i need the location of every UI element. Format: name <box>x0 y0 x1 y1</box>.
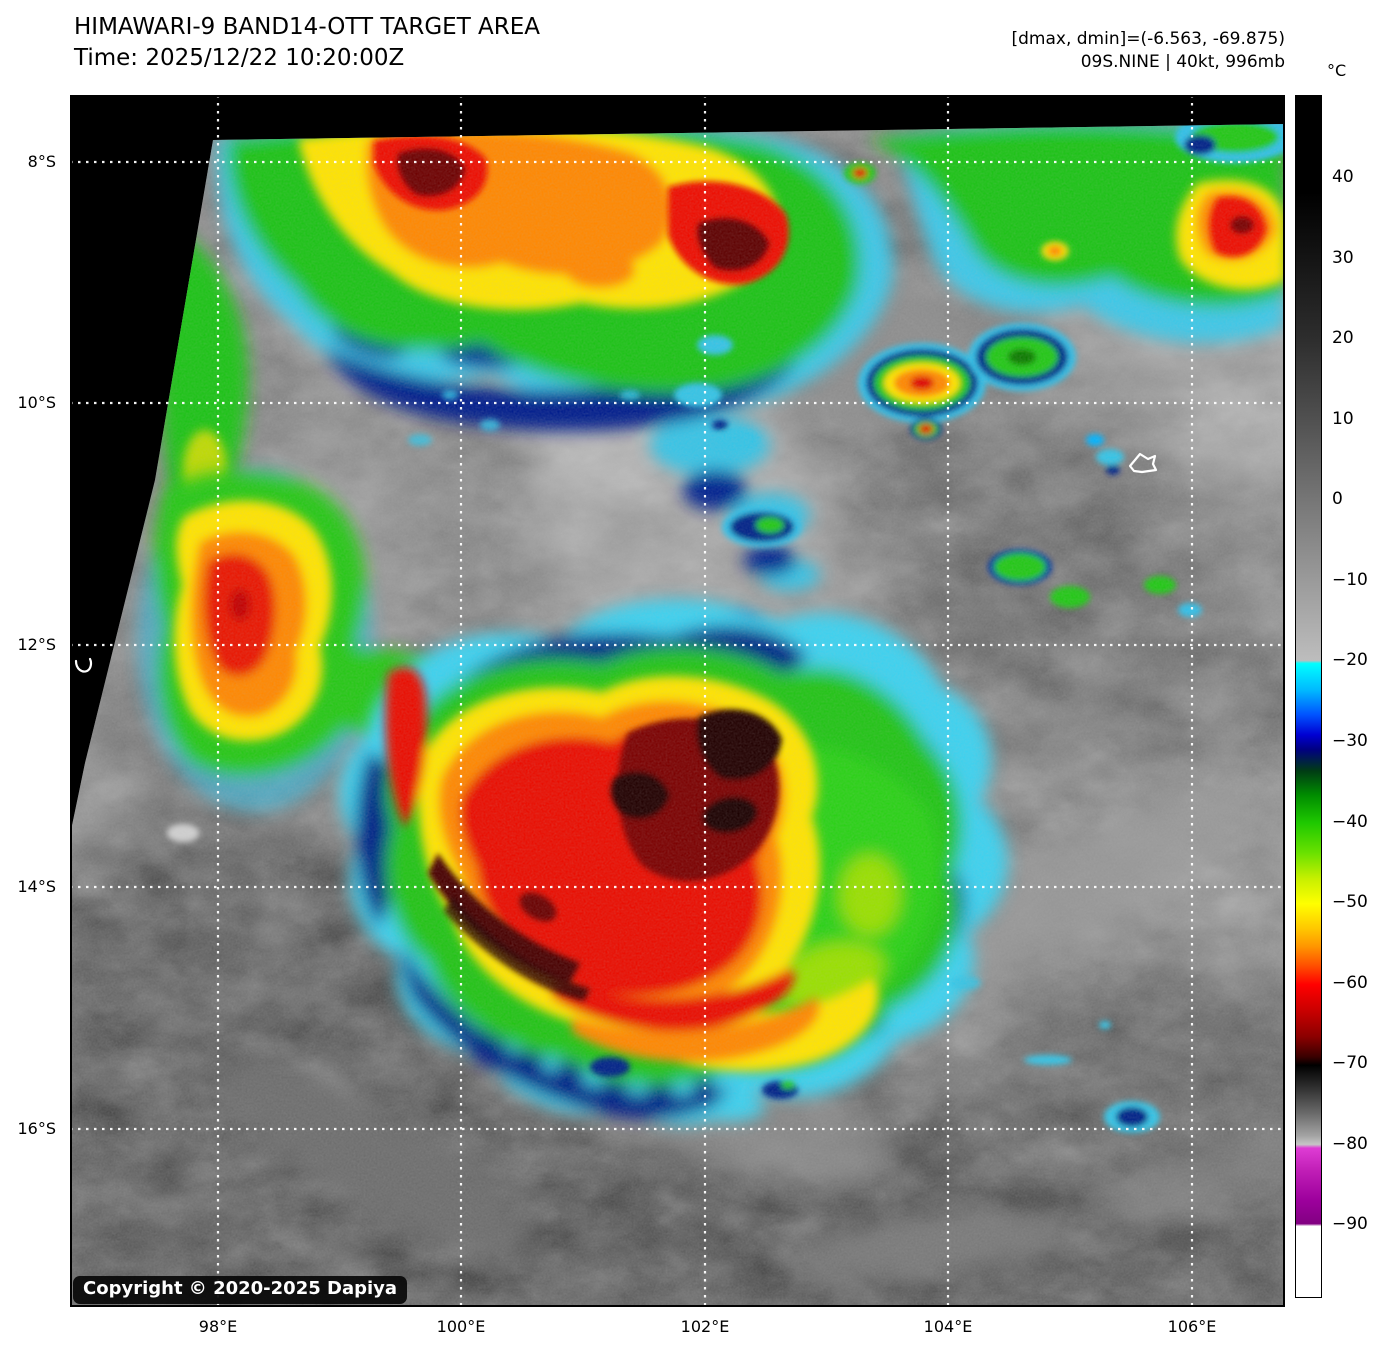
colorbar-tick: −90 <box>1332 1214 1368 1234</box>
colorbar-tick: −40 <box>1332 812 1368 832</box>
temperature-colorbar <box>1295 95 1322 1298</box>
island-coastlines <box>74 452 1158 673</box>
lat-tick-label: 8°S <box>27 152 56 171</box>
lat-tick-label: 16°S <box>17 1119 56 1138</box>
lon-tick-label: 98°E <box>198 1317 238 1336</box>
colorbar-tick: 0 <box>1332 489 1343 509</box>
range-info: [dmax, dmin]=(-6.563, -69.875) <box>1011 29 1286 49</box>
page-title: HIMAWARI-9 BAND14-OTT TARGET AREA <box>74 14 541 40</box>
satellite-image <box>70 95 1285 1307</box>
lon-tick-label: 102°E <box>680 1317 730 1336</box>
timestamp: Time: 2025/12/22 10:20:00Z <box>74 45 405 71</box>
info-block: [dmax, dmin]=(-6.563, -69.875) 09S.NINE … <box>1012 28 1286 74</box>
colorbar-tick: −60 <box>1332 973 1368 993</box>
colorbar-tick-labels: 40 30 20 10 0 −10 −20 −30 −40 −50 −60 −7… <box>1332 95 1388 1298</box>
colorbar-tick: 10 <box>1332 409 1354 429</box>
colorbar-tick: −50 <box>1332 892 1368 912</box>
colorbar-tick: −10 <box>1332 570 1368 590</box>
copyright-badge: Copyright © 2020-2025 Dapiya <box>73 1276 408 1304</box>
storm-info: 09S.NINE | 40kt, 996mb <box>1080 52 1285 72</box>
colorbar-tick: 20 <box>1332 328 1354 348</box>
colorbar-tick: 40 <box>1332 167 1354 187</box>
colorbar-tick: 30 <box>1332 248 1354 268</box>
plot-border <box>70 95 1285 1307</box>
satellite-map: Copyright © 2020-2025 Dapiya <box>70 95 1285 1307</box>
cocos-island-outline <box>74 657 93 673</box>
lat-tick-label: 12°S <box>17 635 56 654</box>
scan-area <box>70 124 1285 1307</box>
colorbar-tick: −20 <box>1332 650 1368 670</box>
lat-tick-label: 10°S <box>17 393 56 412</box>
gridlines <box>70 95 1285 1307</box>
lon-tick-label: 106°E <box>1167 1317 1217 1336</box>
colorbar-tick: −80 <box>1332 1134 1368 1154</box>
title-block: HIMAWARI-9 BAND14-OTT TARGET AREA Time: … <box>74 12 540 74</box>
latitude-axis: 8°S 10°S 12°S 14°S 16°S <box>0 0 62 1359</box>
colorbar-tick: −30 <box>1332 731 1368 751</box>
colorbar-tick: −70 <box>1332 1053 1368 1073</box>
longitude-axis: 98°E 100°E 102°E 104°E 106°E <box>0 1316 1388 1340</box>
lon-tick-label: 100°E <box>436 1317 486 1336</box>
lon-tick-label: 104°E <box>923 1317 973 1336</box>
lat-tick-label: 14°S <box>17 877 56 896</box>
christmas-island-outline <box>1128 452 1158 474</box>
colorbar-unit-label: °C <box>1327 61 1347 80</box>
